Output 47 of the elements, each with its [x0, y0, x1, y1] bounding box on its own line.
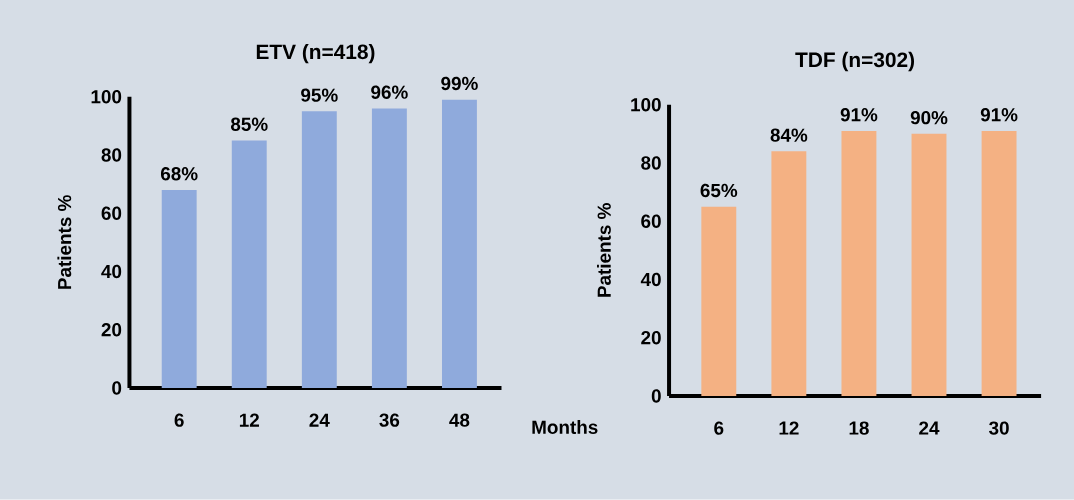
- bar: [231, 140, 267, 389]
- y-axis-title: Patients %: [57, 195, 72, 289]
- data-label: 96%: [371, 85, 408, 100]
- x-tick-label: 36: [379, 413, 400, 427]
- chart-title: ETV (n=418): [256, 44, 375, 64]
- y-tick-label: 40: [640, 272, 661, 287]
- x-tick-label: 24: [309, 413, 330, 427]
- x-tick-label: 12: [239, 413, 259, 427]
- bar: [441, 99, 477, 389]
- x-tick-label: 48: [449, 413, 470, 427]
- x-tick-label: 12: [779, 421, 799, 435]
- data-label: 95%: [301, 88, 338, 102]
- y-tick-label: 60: [641, 214, 661, 229]
- data-label: 65%: [700, 183, 738, 198]
- data-label: 91%: [840, 108, 878, 122]
- y-tick-label: 100: [91, 90, 122, 104]
- bar: [911, 133, 947, 397]
- y-tick-label: 60: [101, 206, 122, 221]
- y-tick-label: 80: [101, 148, 122, 162]
- data-label: 68%: [160, 167, 198, 181]
- data-label: 84%: [770, 128, 808, 142]
- data-label: 99%: [441, 76, 478, 91]
- chart-title: TDF (n=302): [795, 52, 915, 72]
- x-tick-label: 6: [174, 413, 184, 427]
- bar: [701, 206, 737, 397]
- x-axis-title: Months: [532, 420, 598, 435]
- bar: [841, 131, 877, 397]
- x-tick-label: 30: [989, 421, 1009, 435]
- y-tick-label: 20: [101, 323, 122, 337]
- data-label: 85%: [230, 117, 268, 132]
- bar: [161, 190, 197, 389]
- y-tick-label: 100: [631, 98, 661, 112]
- bar: [371, 108, 407, 389]
- x-tick-label: 18: [849, 421, 869, 435]
- y-tick-label: 0: [651, 389, 661, 403]
- x-tick-label: 6: [714, 421, 724, 435]
- bar: [301, 111, 337, 389]
- y-axis-title: Patients %: [597, 203, 611, 297]
- y-tick-label: 20: [641, 331, 661, 345]
- y-tick-label: 40: [101, 264, 122, 279]
- data-label: 90%: [910, 111, 948, 125]
- data-label: 91%: [980, 108, 1018, 122]
- x-tick-label: 24: [919, 421, 940, 435]
- bar: [771, 151, 807, 397]
- y-tick-label: 80: [641, 156, 661, 170]
- bar: [981, 131, 1017, 397]
- y-tick-label: 0: [112, 381, 122, 395]
